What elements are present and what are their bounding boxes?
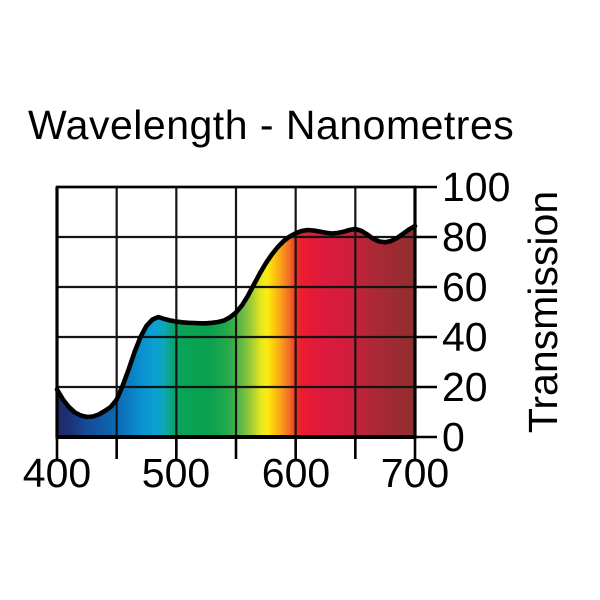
y-tick-label-60: 60 (442, 264, 488, 310)
x-tick-label-700: 700 (380, 450, 450, 496)
transmission-curve (54, 223, 418, 420)
x-tick-label-400: 400 (22, 450, 92, 496)
y-axis-title: Transmission (520, 190, 566, 434)
chart-title: Wavelength - Nanometres (28, 102, 515, 148)
y-tick-label-20: 20 (442, 364, 488, 410)
x-tick-label-500: 500 (141, 450, 211, 496)
y-tick-label-80: 80 (442, 214, 488, 260)
y-tick-label-40: 40 (442, 314, 488, 360)
x-tick-label-600: 600 (261, 450, 331, 496)
y-tick-label-0: 0 (442, 414, 465, 460)
y-tick-label-100: 100 (442, 164, 511, 210)
